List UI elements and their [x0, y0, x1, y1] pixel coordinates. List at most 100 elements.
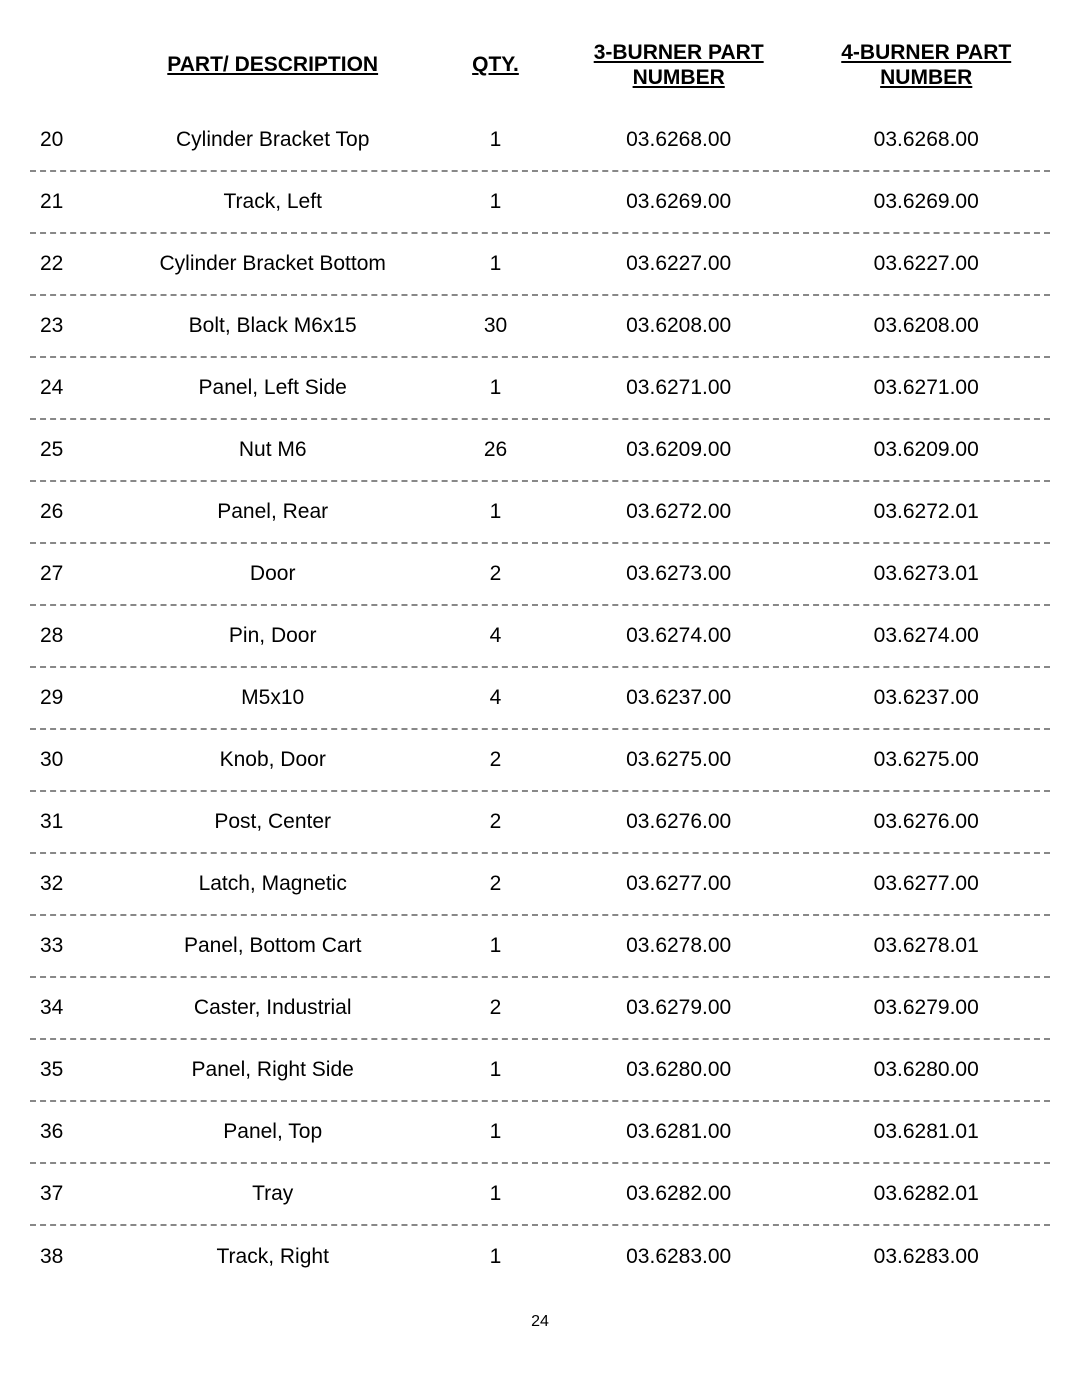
cell-number: 24 — [30, 376, 109, 400]
header-4burner-line1: 4-BURNER PART — [802, 40, 1050, 65]
cell-description: Pin, Door — [109, 624, 436, 648]
cell-4burner-part: 03.6278.01 — [802, 934, 1050, 958]
table-row: 26Panel, Rear103.6272.0003.6272.01 — [30, 482, 1050, 544]
table-row: 21Track, Left103.6269.0003.6269.00 — [30, 172, 1050, 234]
cell-qty: 26 — [436, 438, 555, 462]
table-row: 29M5x10403.6237.0003.6237.00 — [30, 668, 1050, 730]
cell-number: 38 — [30, 1245, 109, 1269]
cell-3burner-part: 03.6283.00 — [555, 1245, 803, 1269]
cell-3burner-part: 03.6271.00 — [555, 376, 803, 400]
cell-3burner-part: 03.6282.00 — [555, 1182, 803, 1206]
table-row: 25Nut M62603.6209.0003.6209.00 — [30, 420, 1050, 482]
cell-3burner-part: 03.6268.00 — [555, 128, 803, 152]
header-3burner-line1: 3-BURNER PART — [555, 40, 803, 65]
cell-4burner-part: 03.6208.00 — [802, 314, 1050, 338]
cell-number: 37 — [30, 1182, 109, 1206]
cell-3burner-part: 03.6237.00 — [555, 686, 803, 710]
cell-description: Panel, Left Side — [109, 376, 436, 400]
page-number: 24 — [30, 1313, 1050, 1331]
cell-qty: 1 — [436, 1245, 555, 1269]
table-row: 28Pin, Door403.6274.0003.6274.00 — [30, 606, 1050, 668]
cell-number: 32 — [30, 872, 109, 896]
cell-qty: 1 — [436, 252, 555, 276]
table-row: 20Cylinder Bracket Top103.6268.0003.6268… — [30, 110, 1050, 172]
cell-description: Panel, Rear — [109, 500, 436, 524]
cell-number: 30 — [30, 748, 109, 772]
table-row: 31Post, Center203.6276.0003.6276.00 — [30, 792, 1050, 854]
cell-4burner-part: 03.6277.00 — [802, 872, 1050, 896]
table-row: 23Bolt, Black M6x153003.6208.0003.6208.0… — [30, 296, 1050, 358]
cell-number: 29 — [30, 686, 109, 710]
cell-number: 25 — [30, 438, 109, 462]
cell-qty: 30 — [436, 314, 555, 338]
header-qty: QTY. — [436, 53, 555, 77]
cell-qty: 4 — [436, 624, 555, 648]
table-row: 37Tray103.6282.0003.6282.01 — [30, 1164, 1050, 1226]
cell-number: 31 — [30, 810, 109, 834]
cell-4burner-part: 03.6268.00 — [802, 128, 1050, 152]
header-4burner: 4-BURNER PART NUMBER — [802, 40, 1050, 90]
table-row: 35Panel, Right Side103.6280.0003.6280.00 — [30, 1040, 1050, 1102]
cell-4burner-part: 03.6282.01 — [802, 1182, 1050, 1206]
cell-description: Knob, Door — [109, 748, 436, 772]
cell-description: Bolt, Black M6x15 — [109, 314, 436, 338]
cell-number: 28 — [30, 624, 109, 648]
cell-4burner-part: 03.6237.00 — [802, 686, 1050, 710]
cell-qty: 1 — [436, 1120, 555, 1144]
cell-3burner-part: 03.6272.00 — [555, 500, 803, 524]
cell-description: Panel, Bottom Cart — [109, 934, 436, 958]
parts-table: PART/ DESCRIPTION QTY. 3-BURNER PART NUM… — [30, 40, 1050, 1288]
cell-4burner-part: 03.6272.01 — [802, 500, 1050, 524]
cell-description: Tray — [109, 1182, 436, 1206]
cell-description: Panel, Right Side — [109, 1058, 436, 1082]
table-row: 36Panel, Top103.6281.0003.6281.01 — [30, 1102, 1050, 1164]
cell-3burner-part: 03.6208.00 — [555, 314, 803, 338]
header-3burner-line2: NUMBER — [555, 65, 803, 90]
cell-3burner-part: 03.6276.00 — [555, 810, 803, 834]
cell-3burner-part: 03.6279.00 — [555, 996, 803, 1020]
cell-description: Caster, Industrial — [109, 996, 436, 1020]
cell-qty: 2 — [436, 810, 555, 834]
cell-qty: 1 — [436, 1182, 555, 1206]
cell-3burner-part: 03.6209.00 — [555, 438, 803, 462]
cell-description: Post, Center — [109, 810, 436, 834]
cell-description: Latch, Magnetic — [109, 872, 436, 896]
table-body: 20Cylinder Bracket Top103.6268.0003.6268… — [30, 110, 1050, 1288]
cell-qty: 1 — [436, 376, 555, 400]
cell-qty: 4 — [436, 686, 555, 710]
cell-qty: 1 — [436, 1058, 555, 1082]
cell-4burner-part: 03.6227.00 — [802, 252, 1050, 276]
table-row: 24Panel, Left Side103.6271.0003.6271.00 — [30, 358, 1050, 420]
cell-4burner-part: 03.6280.00 — [802, 1058, 1050, 1082]
cell-qty: 2 — [436, 872, 555, 896]
cell-3burner-part: 03.6227.00 — [555, 252, 803, 276]
cell-description: Track, Left — [109, 190, 436, 214]
cell-qty: 1 — [436, 128, 555, 152]
cell-number: 21 — [30, 190, 109, 214]
header-4burner-line2: NUMBER — [802, 65, 1050, 90]
cell-qty: 2 — [436, 748, 555, 772]
cell-description: Cylinder Bracket Top — [109, 128, 436, 152]
cell-description: M5x10 — [109, 686, 436, 710]
cell-number: 23 — [30, 314, 109, 338]
cell-description: Panel, Top — [109, 1120, 436, 1144]
cell-4burner-part: 03.6283.00 — [802, 1245, 1050, 1269]
table-row: 33Panel, Bottom Cart103.6278.0003.6278.0… — [30, 916, 1050, 978]
cell-number: 20 — [30, 128, 109, 152]
cell-number: 36 — [30, 1120, 109, 1144]
cell-3burner-part: 03.6280.00 — [555, 1058, 803, 1082]
header-description: PART/ DESCRIPTION — [109, 53, 436, 77]
cell-number: 27 — [30, 562, 109, 586]
cell-3burner-part: 03.6281.00 — [555, 1120, 803, 1144]
cell-description: Cylinder Bracket Bottom — [109, 252, 436, 276]
cell-4burner-part: 03.6275.00 — [802, 748, 1050, 772]
cell-number: 22 — [30, 252, 109, 276]
cell-4burner-part: 03.6281.01 — [802, 1120, 1050, 1144]
cell-4burner-part: 03.6273.01 — [802, 562, 1050, 586]
cell-4burner-part: 03.6271.00 — [802, 376, 1050, 400]
cell-3burner-part: 03.6275.00 — [555, 748, 803, 772]
cell-number: 34 — [30, 996, 109, 1020]
table-row: 38Track, Right103.6283.0003.6283.00 — [30, 1226, 1050, 1288]
cell-4burner-part: 03.6279.00 — [802, 996, 1050, 1020]
cell-4burner-part: 03.6269.00 — [802, 190, 1050, 214]
